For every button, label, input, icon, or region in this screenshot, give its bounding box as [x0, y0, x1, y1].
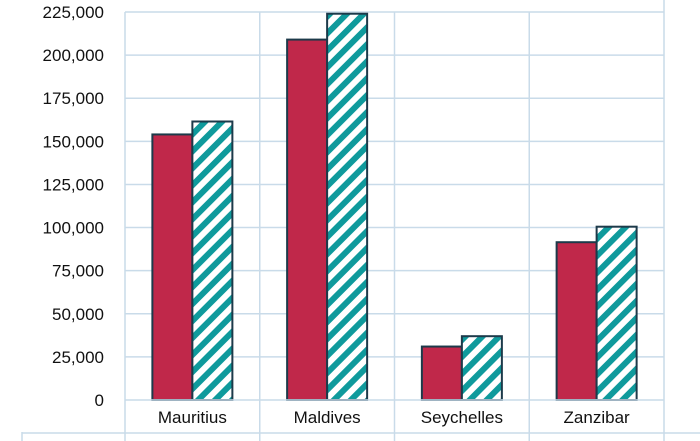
bars: [151, 12, 638, 402]
y-tick-label: 0: [95, 391, 104, 410]
y-tick-label: 200,000: [43, 46, 104, 65]
y-tick-label: 225,000: [43, 3, 104, 22]
bar-mauritius-series-2: [191, 120, 234, 401]
x-tick-label: Maldives: [294, 408, 361, 427]
bar-zanzibar-series-1: [555, 241, 598, 401]
y-tick-label: 100,000: [43, 219, 104, 238]
y-tick-label: 125,000: [43, 175, 104, 194]
y-tick-label: 25,000: [52, 348, 104, 367]
x-tick-label: Zanzibar: [564, 408, 630, 427]
x-tick-label: Seychelles: [421, 408, 503, 427]
bar-seychelles-series-2: [460, 335, 503, 401]
bar-maldives-series-2: [326, 12, 369, 401]
y-tick-label: 75,000: [52, 262, 104, 281]
bar-zanzibar-series-2: [595, 225, 638, 401]
x-tick-label: Mauritius: [158, 408, 227, 427]
y-tick-label: 150,000: [43, 132, 104, 151]
x-axis-labels: Mauritius Maldives Seychelles Zanzibar: [158, 408, 630, 427]
y-axis-ticks: 0 25,000 50,000 75,000 100,000 125,000 150,000…: [43, 3, 104, 410]
bar-maldives-series-1: [286, 38, 329, 401]
y-tick-label: 175,000: [43, 89, 104, 108]
bar-mauritius-series-1: [151, 133, 194, 402]
y-tick-label: 50,000: [52, 305, 104, 324]
bar-seychelles-series-1: [420, 345, 463, 402]
